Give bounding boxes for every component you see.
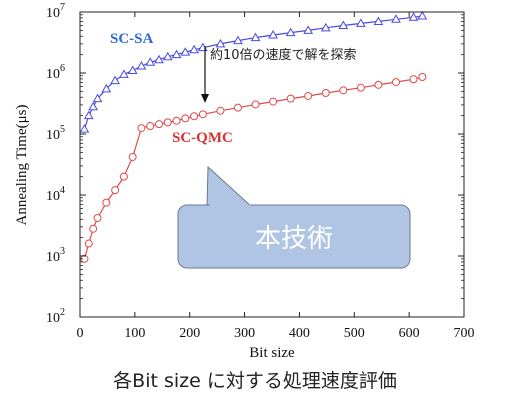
data-point-sc-qmc bbox=[269, 97, 278, 106]
data-point-sc-qmc bbox=[93, 213, 102, 222]
data-point-sc-qmc bbox=[154, 120, 163, 129]
data-point-sc-sa bbox=[110, 75, 120, 85]
data-point-sc-sa bbox=[417, 10, 428, 20]
data-point-sc-sa bbox=[338, 20, 349, 30]
data-point-sc-qmc bbox=[102, 198, 111, 207]
x-tick-label: 100 bbox=[124, 326, 145, 341]
data-point-sc-sa bbox=[373, 16, 384, 25]
x-tick-label: 0 bbox=[77, 326, 84, 341]
data-point-sc-qmc bbox=[356, 83, 365, 92]
x-tick-label: 200 bbox=[179, 326, 200, 341]
data-point-sc-sa bbox=[285, 27, 296, 37]
data-point-sc-qmc bbox=[216, 106, 225, 115]
data-point-sc-sa bbox=[356, 18, 366, 27]
data-point-sc-qmc bbox=[137, 124, 146, 133]
series-label-sc-qmc: SC-QMC bbox=[172, 130, 233, 146]
x-tick-label: 500 bbox=[344, 326, 365, 341]
data-point-sc-qmc bbox=[418, 72, 427, 81]
x-tick-label: 700 bbox=[454, 326, 475, 341]
data-point-sc-qmc bbox=[321, 89, 330, 98]
data-point-sc-qmc bbox=[198, 110, 207, 119]
data-point-sc-sa bbox=[119, 69, 129, 78]
data-point-sc-sa bbox=[83, 110, 94, 120]
data-point-sc-qmc bbox=[89, 224, 98, 233]
data-point-sc-qmc bbox=[84, 239, 93, 248]
y-tick-label: 105 bbox=[46, 124, 65, 143]
data-point-sc-sa bbox=[215, 38, 226, 48]
data-point-sc-qmc bbox=[391, 78, 400, 87]
x-axis-title: Bit size bbox=[249, 345, 295, 361]
data-point-sc-qmc bbox=[339, 86, 348, 95]
data-point-sc-sa bbox=[79, 124, 90, 133]
data-point-sc-sa bbox=[127, 65, 138, 74]
data-point-sc-qmc bbox=[119, 172, 128, 181]
data-point-sc-qmc bbox=[304, 91, 313, 100]
data-point-sc-qmc bbox=[233, 103, 242, 112]
data-point-sc-sa bbox=[233, 35, 243, 45]
data-point-sc-sa bbox=[171, 49, 182, 59]
data-point-sc-qmc bbox=[251, 100, 260, 109]
data-point-sc-sa bbox=[145, 57, 156, 66]
caption: 各Bit size に対する処理速度評価 bbox=[113, 370, 397, 392]
data-point-sc-qmc bbox=[190, 112, 199, 121]
speedup-arrowhead bbox=[201, 94, 209, 103]
data-point-sc-qmc bbox=[409, 75, 418, 84]
data-point-sc-qmc bbox=[181, 114, 190, 123]
x-tick-label: 400 bbox=[289, 326, 310, 341]
data-point-sc-qmc bbox=[146, 122, 155, 131]
data-point-sc-sa bbox=[320, 22, 331, 32]
data-point-sc-sa bbox=[180, 47, 191, 56]
data-point-sc-qmc bbox=[286, 94, 295, 103]
data-point-sc-sa bbox=[154, 54, 164, 64]
data-point-sc-sa bbox=[101, 83, 112, 93]
data-point-sc-sa bbox=[162, 51, 173, 61]
y-tick-label: 106 bbox=[46, 63, 65, 82]
data-point-sc-sa bbox=[408, 12, 419, 21]
data-point-sc-qmc bbox=[374, 80, 383, 89]
data-point-sc-qmc bbox=[163, 118, 172, 127]
y-tick-label: 102 bbox=[46, 307, 65, 326]
x-tick-label: 600 bbox=[399, 326, 420, 341]
plot-frame bbox=[79, 11, 465, 318]
data-point-sc-sa bbox=[268, 29, 278, 39]
y-axis-title: Annealing Time(μs) bbox=[14, 105, 30, 226]
data-point-sc-sa bbox=[92, 93, 103, 103]
data-point-sc-sa bbox=[88, 101, 99, 111]
speedup-note: 約10倍の速度で解を探索 bbox=[210, 47, 357, 63]
x-tick-label: 300 bbox=[234, 326, 255, 341]
data-point-sc-sa bbox=[136, 61, 147, 70]
data-point-sc-sa bbox=[189, 44, 199, 54]
data-point-sc-qmc bbox=[172, 116, 181, 125]
callout-bubble bbox=[177, 165, 411, 269]
y-tick-label: 103 bbox=[46, 246, 65, 265]
data-point-sc-sa bbox=[250, 32, 261, 42]
y-tick-label: 107 bbox=[46, 2, 65, 21]
data-point-sc-sa bbox=[303, 25, 314, 34]
data-point-sc-qmc bbox=[111, 186, 120, 195]
data-point-sc-sa bbox=[391, 14, 401, 23]
data-point-sc-qmc bbox=[128, 152, 137, 161]
series-label-sc-sa: SC-SA bbox=[110, 31, 154, 47]
callout-text: 本技術 bbox=[255, 224, 333, 254]
y-tick-label: 104 bbox=[46, 185, 65, 204]
